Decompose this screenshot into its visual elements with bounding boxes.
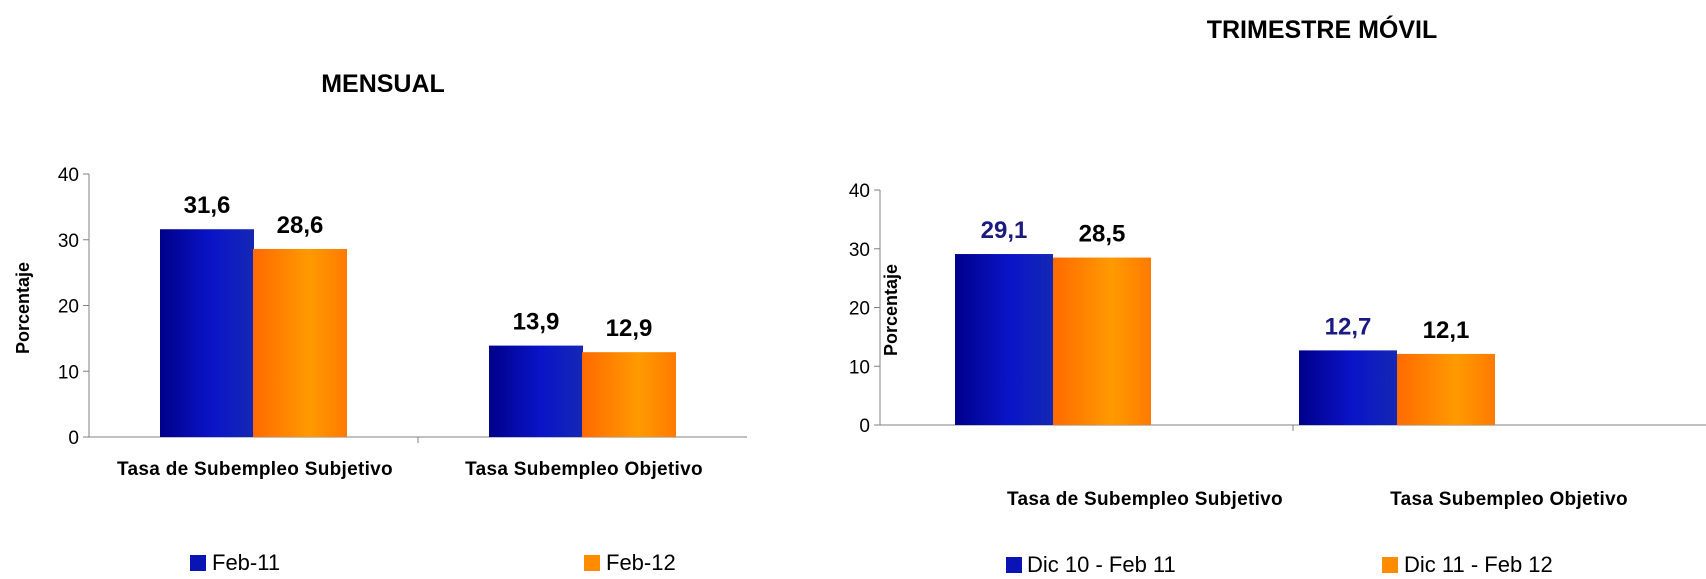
- legend-label: Dic 10 - Feb 11: [1027, 552, 1176, 577]
- bar: [955, 254, 1053, 425]
- y-tick-label: 40: [58, 165, 79, 186]
- chart-trimestre-movil: TRIMESTRE MÓVIL Porcentaje Tasa de Subem…: [849, 14, 1706, 577]
- y-tick-label: 30: [849, 240, 870, 261]
- y-tick-label: 30: [58, 231, 79, 252]
- bar: [1053, 257, 1151, 425]
- bar: [582, 352, 676, 437]
- category-label: Tasa Subempleo Objetivo: [465, 459, 703, 480]
- bar: [160, 229, 254, 437]
- legend-label: Dic 11 - Feb 12: [1404, 552, 1553, 577]
- chart-mensual: MENSUAL Porcentaje Tasa de Subempleo Sub…: [13, 70, 747, 575]
- category-label: Tasa Subempleo Objetivo: [1390, 489, 1628, 510]
- legend-swatch-feb-12: [584, 555, 600, 571]
- y-axis-label: Porcentaje: [13, 262, 33, 354]
- legend-swatch-dic-11-feb-12: [1382, 557, 1398, 573]
- legend-swatch-dic-10-feb-11: [1006, 557, 1022, 573]
- category-label: Tasa de Subempleo Subjetivo: [1007, 489, 1283, 510]
- bar: [489, 345, 583, 437]
- data-label: 12,7: [1325, 313, 1372, 340]
- bar: [1299, 350, 1397, 425]
- legend: Feb-11 Feb-12: [190, 550, 676, 575]
- legend-swatch-feb-11: [190, 555, 206, 571]
- chart-title: MENSUAL: [321, 70, 445, 98]
- data-label: 31,6: [184, 192, 231, 219]
- y-tick-label: 20: [58, 297, 79, 318]
- legend-label: Feb-12: [606, 550, 676, 575]
- data-label: 13,9: [513, 309, 560, 336]
- y-tick-label: 10: [58, 362, 79, 383]
- y-axis-label: Porcentaje: [881, 264, 901, 356]
- bar: [1397, 353, 1495, 425]
- data-label: 28,5: [1079, 221, 1126, 248]
- category-label: Tasa de Subempleo Subjetivo: [117, 459, 393, 480]
- bar: [253, 248, 347, 437]
- y-tick-label: 40: [849, 181, 870, 202]
- data-label: 12,9: [606, 315, 653, 342]
- data-label: 12,1: [1423, 317, 1470, 344]
- y-tick-label: 0: [68, 428, 79, 449]
- y-tick-label: 20: [849, 299, 870, 320]
- data-label: 29,1: [981, 217, 1028, 244]
- legend-label: Feb-11: [212, 550, 280, 575]
- y-tick-label: 10: [849, 357, 870, 378]
- y-tick-label: 0: [859, 416, 870, 437]
- data-label: 28,6: [277, 212, 324, 239]
- chart-title: TRIMESTRE MÓVIL: [1207, 14, 1438, 44]
- legend: Dic 10 - Feb 11 Dic 11 - Feb 12: [1006, 552, 1553, 577]
